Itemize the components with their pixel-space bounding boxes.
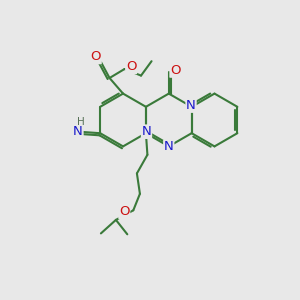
Text: H: H [77,117,85,127]
Text: N: N [73,125,83,138]
Text: O: O [119,205,130,218]
Text: O: O [91,50,101,64]
Text: N: N [164,140,174,154]
Text: O: O [126,60,136,74]
Text: N: N [186,99,196,112]
Text: O: O [170,64,181,77]
Text: N: N [142,125,152,138]
